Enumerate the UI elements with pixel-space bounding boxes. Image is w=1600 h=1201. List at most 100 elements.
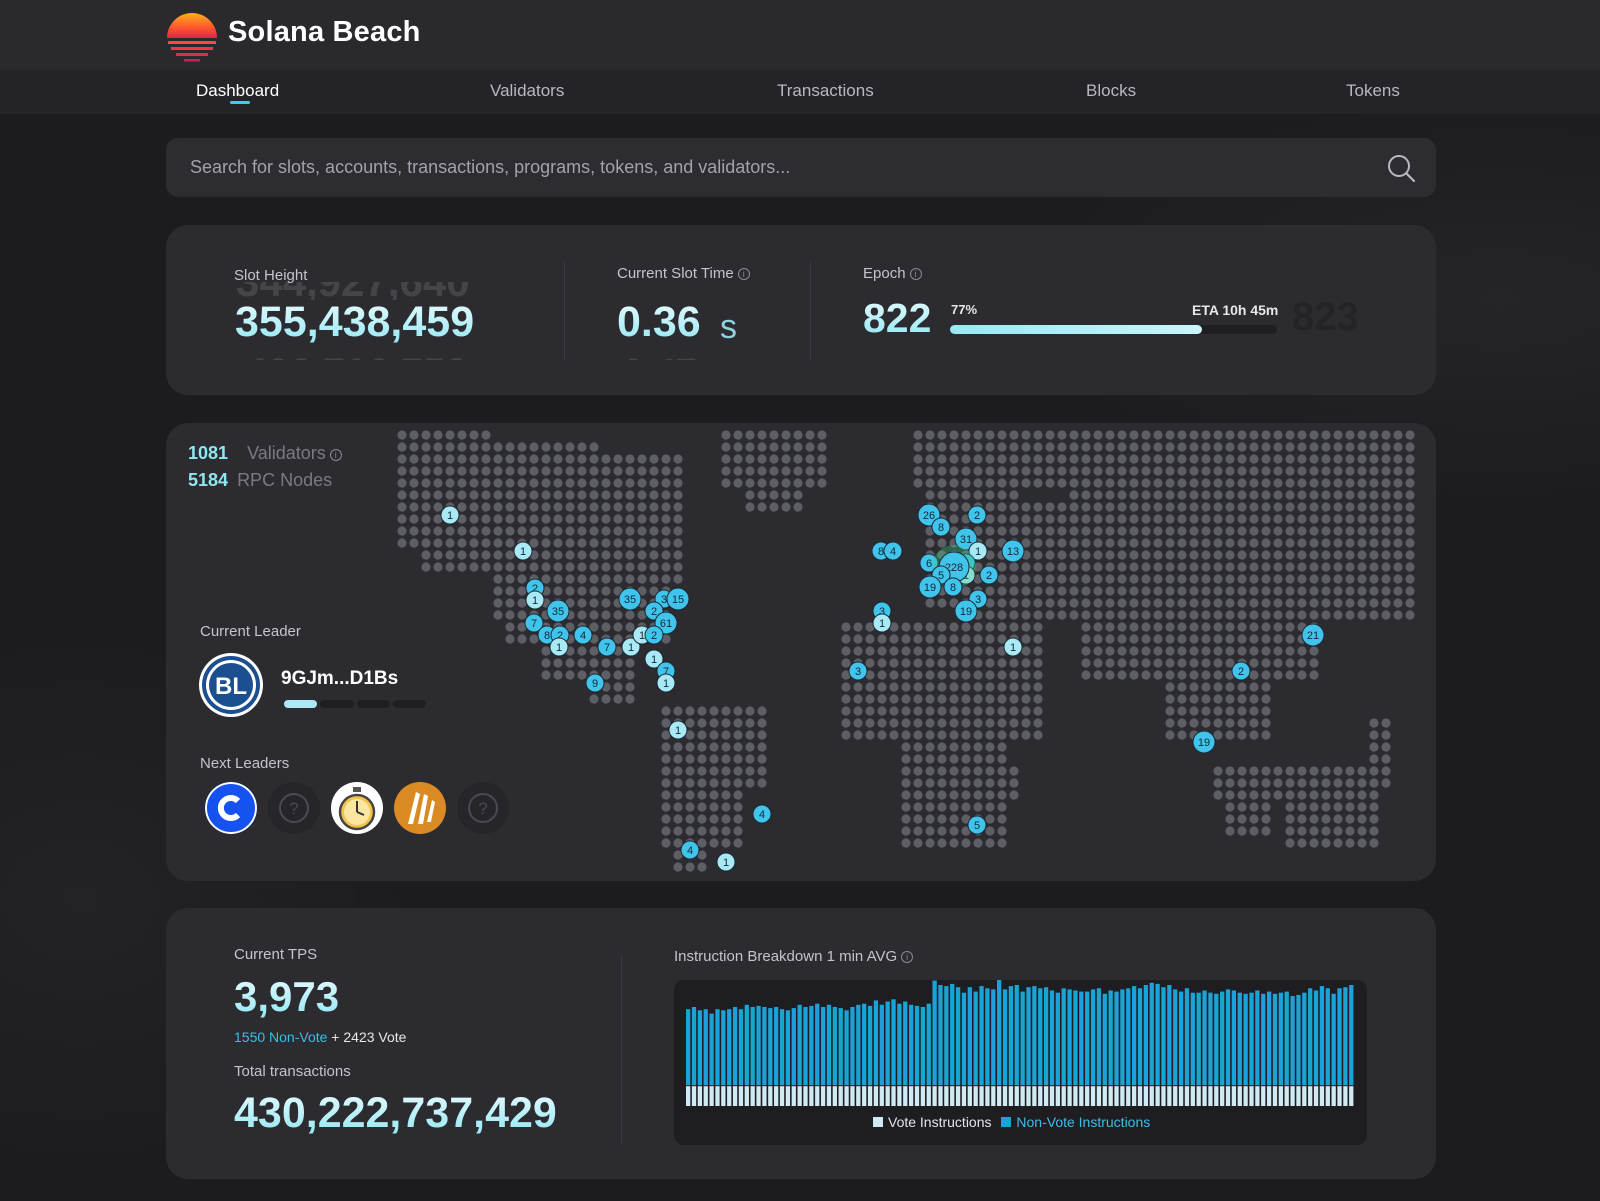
bar-vote[interactable] [809, 1086, 814, 1106]
bar-nonvote[interactable] [979, 986, 984, 1086]
bar-vote[interactable] [703, 1086, 708, 1106]
bar-nonvote[interactable] [1266, 991, 1272, 1086]
bar-nonvote[interactable] [721, 1010, 726, 1086]
validator-cluster-pin[interactable]: 1 [1003, 637, 1023, 657]
bar-nonvote[interactable] [1049, 990, 1055, 1086]
bar-nonvote[interactable] [1313, 990, 1319, 1086]
bar-nonvote[interactable] [1055, 992, 1060, 1086]
bar-vote[interactable] [944, 1086, 949, 1106]
bar-nonvote[interactable] [862, 1003, 867, 1086]
tab-tokens[interactable]: Tokens [1346, 81, 1400, 100]
bar-nonvote[interactable] [1143, 985, 1149, 1086]
validator-cluster-pin[interactable]: 19 [954, 599, 978, 623]
bar-vote[interactable] [768, 1086, 773, 1106]
bar-vote[interactable] [1043, 1086, 1049, 1106]
bar-nonvote[interactable] [1202, 990, 1207, 1086]
bar-nonvote[interactable] [727, 1009, 732, 1086]
bar-vote[interactable] [955, 1086, 961, 1106]
bar-nonvote[interactable] [1308, 988, 1313, 1086]
bar-nonvote[interactable] [1225, 989, 1231, 1086]
bar-vote[interactable] [697, 1086, 703, 1106]
bar-vote[interactable] [1137, 1086, 1143, 1106]
validator-cluster-pin[interactable]: 3 [848, 661, 868, 681]
validator-cluster-pin[interactable]: 1 [644, 649, 664, 669]
bar-nonvote[interactable] [809, 1005, 814, 1086]
bar-vote[interactable] [950, 1086, 955, 1106]
bar-nonvote[interactable] [1331, 993, 1336, 1086]
bar-vote[interactable] [1149, 1086, 1154, 1106]
bar-nonvote[interactable] [850, 1007, 855, 1086]
bar-nonvote[interactable] [686, 1009, 691, 1086]
bar-nonvote[interactable] [1073, 990, 1078, 1086]
bar-vote[interactable] [1284, 1086, 1289, 1106]
bar-vote[interactable] [1167, 1086, 1172, 1106]
bar-vote[interactable] [832, 1086, 837, 1106]
bar-nonvote[interactable] [973, 991, 978, 1086]
bar-nonvote[interactable] [1020, 991, 1025, 1086]
bar-nonvote[interactable] [832, 1007, 837, 1086]
bar-nonvote[interactable] [709, 1013, 714, 1086]
bar-nonvote[interactable] [691, 1007, 697, 1086]
tab-dashboard[interactable]: Dashboard [196, 81, 280, 100]
bar-nonvote[interactable] [1337, 988, 1342, 1086]
bar-vote[interactable] [979, 1086, 984, 1106]
bar-nonvote[interactable] [1296, 994, 1301, 1086]
bar-vote[interactable] [997, 1086, 1002, 1106]
bar-nonvote[interactable] [1067, 989, 1072, 1086]
bar-nonvote[interactable] [867, 1005, 873, 1086]
validator-cluster-pin[interactable]: 1 [525, 590, 545, 610]
bar-nonvote[interactable] [1167, 985, 1172, 1086]
bar-vote[interactable] [932, 1086, 937, 1106]
bar-vote[interactable] [1313, 1086, 1319, 1106]
bar-nonvote[interactable] [1272, 993, 1278, 1086]
validator-cluster-pin[interactable]: 1 [440, 505, 460, 525]
bar-vote[interactable] [844, 1086, 849, 1106]
bar-vote[interactable] [1237, 1086, 1242, 1106]
bar-nonvote[interactable] [1231, 990, 1237, 1086]
validator-cluster-pin[interactable]: 13 [1001, 539, 1025, 563]
bar-vote[interactable] [1308, 1086, 1313, 1106]
bar-vote[interactable] [1349, 1086, 1354, 1106]
bar-nonvote[interactable] [815, 1003, 820, 1086]
validator-cluster-pin[interactable]: 2 [967, 505, 987, 525]
bar-nonvote[interactable] [938, 985, 943, 1086]
bar-vote[interactable] [1343, 1086, 1348, 1106]
next-leader-avatar[interactable]: ? [457, 782, 509, 834]
bar-nonvote[interactable] [1137, 988, 1143, 1086]
tab-blocks[interactable]: Blocks [1086, 81, 1137, 100]
sunset-logo-icon[interactable] [166, 11, 218, 63]
bar-vote[interactable] [803, 1086, 808, 1106]
bar-nonvote[interactable] [1126, 988, 1131, 1086]
bar-nonvote[interactable] [715, 1009, 720, 1086]
bar-nonvote[interactable] [1043, 987, 1049, 1086]
next-leader-avatar[interactable] [205, 782, 257, 834]
bar-vote[interactable] [815, 1086, 820, 1106]
bar-vote[interactable] [744, 1086, 749, 1106]
validator-cluster-pin[interactable]: 35 [546, 599, 570, 623]
info-icon[interactable]: i [909, 268, 922, 280]
bar-vote[interactable] [1331, 1086, 1336, 1106]
bar-vote[interactable] [856, 1086, 861, 1106]
bar-nonvote[interactable] [914, 1005, 920, 1086]
bar-nonvote[interactable] [920, 1007, 926, 1086]
validator-cluster-pin[interactable]: 1 [716, 852, 736, 872]
bar-nonvote[interactable] [1319, 986, 1325, 1086]
bar-nonvote[interactable] [774, 1007, 779, 1086]
bar-nonvote[interactable] [820, 1007, 826, 1086]
bar-vote[interactable] [1020, 1086, 1025, 1106]
validator-cluster-pin[interactable]: 7 [597, 637, 617, 657]
bar-vote[interactable] [961, 1086, 967, 1106]
bar-nonvote[interactable] [1014, 985, 1019, 1086]
validator-cluster-pin[interactable]: 19 [918, 575, 942, 599]
bar-nonvote[interactable] [1343, 987, 1348, 1086]
bar-nonvote[interactable] [1032, 986, 1037, 1086]
bar-vote[interactable] [938, 1086, 943, 1106]
bar-nonvote[interactable] [955, 987, 961, 1086]
bar-vote[interactable] [1032, 1086, 1037, 1106]
validator-cluster-pin[interactable]: 1 [513, 541, 533, 561]
bar-nonvote[interactable] [1161, 987, 1166, 1086]
bar-nonvote[interactable] [903, 1001, 908, 1086]
bar-nonvote[interactable] [1026, 987, 1031, 1086]
bar-vote[interactable] [1208, 1086, 1213, 1106]
bar-vote[interactable] [1143, 1086, 1149, 1106]
